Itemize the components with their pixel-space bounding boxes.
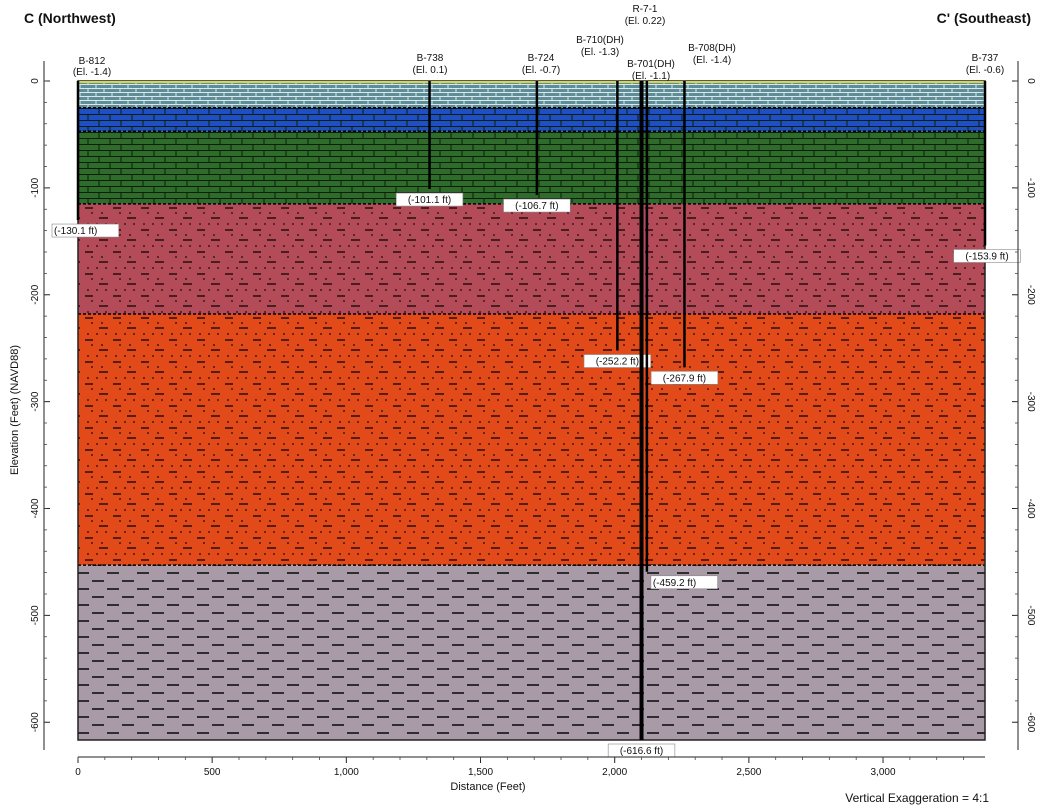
left-y-tick-label: -500 [30, 605, 41, 625]
x-tick-label: 1,500 [468, 767, 493, 778]
left-y-tick-label: -600 [30, 712, 41, 732]
depth-label-box-B-738 [395, 192, 464, 207]
layer-2-pattern [78, 107, 985, 132]
depth-label-box-R-7-1 [650, 575, 718, 590]
depth-label-box-B-812 [51, 223, 119, 238]
right-y-tick-label: -500 [1025, 605, 1036, 625]
depth-label-R-7-1: (-459.2 ft) [653, 578, 696, 589]
x-tick-label: 3,000 [871, 767, 896, 778]
layer-1-pattern [78, 81, 985, 108]
layer-5-pattern [78, 313, 985, 566]
boring-elevation-B-724: (El. -0.7) [522, 65, 560, 76]
layer-6-pattern [78, 565, 985, 740]
depth-label-box-B-710(DH) [583, 354, 652, 368]
y-axis-label: Elevation (Feet) (NAVD88) [9, 345, 21, 475]
depth-label-B-710(DH): (-252.2 ft) [596, 357, 639, 368]
stratigraphic-layers [77, 80, 986, 741]
boring-elevation-B-708(DH): (El. -1.4) [693, 55, 731, 66]
left-y-tick-label: -200 [30, 284, 41, 304]
boring-elevation-B-701(DH): (El. -1.1) [632, 71, 670, 82]
boring-id-B-738: B-738 [417, 53, 444, 64]
depth-label-B-701(DH): (-616.6 ft) [620, 746, 663, 757]
right-y-tick-label: -600 [1025, 712, 1036, 732]
left-y-tick-label: -400 [30, 498, 41, 518]
boring-id-B-812: B-812 [79, 56, 106, 67]
depth-label-B-708(DH): (-267.9 ft) [663, 373, 706, 384]
right-y-tick-label: -200 [1025, 285, 1036, 305]
left-y-tick-label: -100 [30, 177, 41, 197]
boring-elevation-B-737: (El. -0.6) [966, 65, 1004, 76]
right-y-tick-label: -400 [1025, 498, 1036, 518]
depth-label-box-B-737 [953, 249, 1021, 263]
boring-elevation-R-7-1: (El. 0.22) [625, 16, 666, 27]
boring-elevation-B-710(DH): (El. -1.3) [581, 47, 619, 58]
depth-label-box-B-708(DH) [650, 371, 719, 385]
x-tick-label: 2,000 [602, 767, 627, 778]
boring-id-B-737: B-737 [972, 53, 999, 64]
borings: B-812(El. -1.4)(-130.1 ft)B-738(El. 0.1)… [51, 4, 1021, 758]
depth-label-B-724: (-106.7 ft) [515, 201, 558, 212]
x-tick-label: 2,500 [736, 767, 761, 778]
section-title-left: C (Northwest) [24, 10, 116, 26]
axes: 0 0 -100 -100 -200 -200 -300 -300 -400 -400 -500 -5… [9, 61, 1036, 793]
boring-id-B-710(DH): B-710(DH) [576, 35, 624, 46]
boring-id-B-701(DH): B-701(DH) [627, 59, 675, 70]
depth-label-box-B-724 [503, 198, 571, 213]
x-tick-label: 0 [75, 767, 81, 778]
right-y-tick-label: -300 [1025, 392, 1036, 412]
depth-label-B-812: (-130.1 ft) [54, 226, 97, 237]
section-title-right: C' (Southeast) [936, 10, 1031, 26]
boring-id-B-724: B-724 [528, 53, 555, 64]
x-axis-label: Distance (Feet) [450, 781, 525, 793]
right-y-tick-label: 0 [1025, 78, 1036, 84]
boring-id-B-708(DH): B-708(DH) [688, 43, 736, 54]
right-y-tick-label: -100 [1025, 178, 1036, 198]
layer-3-pattern [78, 131, 985, 204]
x-tick-label: 500 [204, 767, 221, 778]
depth-label-B-737: (-153.9 ft) [965, 251, 1008, 262]
boring-id-R-7-1: R-7-1 [632, 4, 657, 15]
left-y-tick-label: 0 [30, 78, 41, 84]
boring-elevation-B-812: (El. -1.4) [73, 67, 111, 78]
layer-4-pattern [78, 203, 985, 314]
left-y-tick-label: -300 [30, 391, 41, 411]
x-tick-label: 1,000 [334, 767, 359, 778]
vertical-exaggeration-note: Vertical Exaggeration = 4:1 [845, 791, 989, 805]
boring-elevation-B-738: (El. 0.1) [412, 65, 447, 76]
depth-label-B-738: (-101.1 ft) [408, 195, 451, 206]
